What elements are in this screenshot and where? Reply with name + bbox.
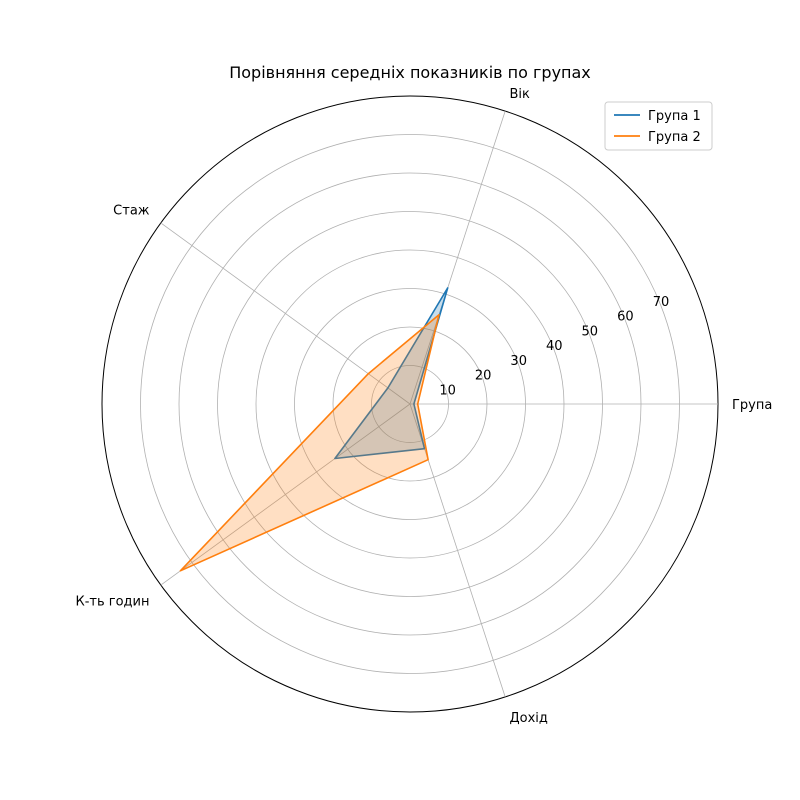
tick-label-70: 70: [653, 295, 670, 310]
tick-label-10: 10: [439, 383, 456, 398]
legend: Група 1 Група 2: [604, 101, 713, 151]
legend-label-1: Група 1: [648, 109, 701, 124]
spoke-5: [409, 403, 506, 698]
spoke-2: [409, 110, 506, 405]
series-1-fill: [334, 287, 448, 459]
category-label-3: Стаж: [113, 204, 150, 219]
chart-title: Порівняння середніх показників по групах: [229, 63, 591, 82]
legend-box: [604, 101, 713, 151]
radar-spokes: [160, 110, 718, 698]
legend-label-2: Група 2: [648, 130, 701, 145]
tick-label-30: 30: [510, 354, 527, 369]
spoke-4: [160, 403, 411, 586]
category-label-1: Група: [732, 398, 772, 413]
series-2-fill: [180, 314, 439, 571]
tick-label-40: 40: [546, 339, 563, 354]
series-1-line: [334, 287, 449, 460]
tick-label-60: 60: [617, 310, 634, 325]
tick-label-50: 50: [582, 324, 599, 339]
category-labels: Група Вік Стаж К-ть годин Дохід: [75, 87, 772, 726]
radar-series: [179, 287, 449, 572]
category-label-5: Дохід: [510, 711, 548, 726]
tick-label-20: 20: [475, 369, 492, 384]
radial-tick-labels: 10 20 30 40 50 60 70: [439, 295, 669, 398]
series-2-line: [179, 313, 440, 572]
category-label-2: Вік: [510, 87, 531, 102]
category-label-4: К-ть годин: [75, 594, 149, 609]
